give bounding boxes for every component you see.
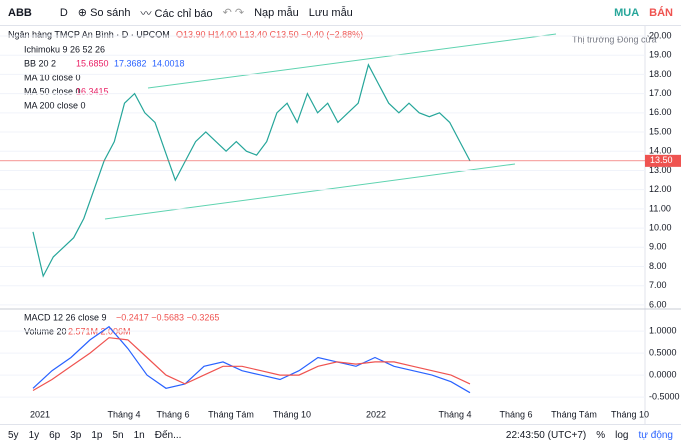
bottom-bar: 5y 1y 6p 3p 1p 5n 1n Đến... 22:43:50 (UTC+7)% log… xyxy=(0,424,681,446)
indicator-name: MA 200 close 0 xyxy=(24,100,86,110)
x-tick-label: 2021 xyxy=(30,409,50,419)
channel-line xyxy=(147,33,557,89)
indicators-label: Các chỉ báo xyxy=(154,7,213,20)
x-tick-label: Tháng 4 xyxy=(438,409,471,419)
channel-line xyxy=(104,163,516,220)
indicator-value: 15.6850 xyxy=(76,58,109,68)
indicator-legend: Ichimoku 9 26 52 26 BB 20 2 15.6850 17.3682… xyxy=(24,44,185,110)
y-tick-label: 13.00 xyxy=(649,165,672,175)
toolbar: ABB D ⊕ So sánh 〰 Các chỉ báo ↶ ↷ Nạp mẫ… xyxy=(0,0,681,26)
indicator-name: MA 50 close 0 xyxy=(24,86,81,96)
x-tick-label: Tháng Tám xyxy=(551,409,597,419)
y-tick-label: 19.00 xyxy=(649,50,672,60)
macd-title: MACD 12 26 close 9 xyxy=(24,312,107,322)
y-tick-label: -0.5000 xyxy=(649,391,680,401)
series-line xyxy=(32,337,471,392)
y-tick-label: 20.00 xyxy=(649,30,672,40)
auto-toggle[interactable]: tự động xyxy=(638,430,674,441)
y-tick-label: 9.00 xyxy=(649,242,667,252)
range-button[interactable]: 3p xyxy=(70,430,82,441)
log-toggle[interactable]: log xyxy=(615,430,629,441)
last-price-box xyxy=(645,154,681,167)
sell[interactable]: BÁN xyxy=(649,6,673,19)
x-tick-label: 2022 xyxy=(366,409,386,419)
range-button[interactable]: Đến... xyxy=(154,430,182,441)
load[interactable]: Nạp mẫu xyxy=(254,6,299,19)
y-tick-label: 10.00 xyxy=(649,222,672,232)
series-line xyxy=(32,63,471,278)
percent-toggle[interactable]: % xyxy=(596,430,606,441)
x-tick-label: Tháng Tám xyxy=(208,409,254,419)
y-tick-label: 6.00 xyxy=(649,299,667,309)
interval[interactable]: D xyxy=(59,6,68,19)
range-button[interactable]: 5y xyxy=(8,430,19,441)
y-tick-label: 17.00 xyxy=(649,88,672,98)
range-button[interactable]: 1p xyxy=(91,430,103,441)
legend-title: Ngân hàng TMCP An Bình · D · UPCOM xyxy=(8,29,170,39)
compare-label: So sánh xyxy=(90,7,131,19)
y-tick-label: 14.00 xyxy=(649,146,672,156)
y-tick-label: 16.00 xyxy=(649,107,672,117)
range-button[interactable]: 5n xyxy=(112,430,124,441)
x-tick-label: Tháng 6 xyxy=(499,409,532,419)
range-button[interactable]: 1n xyxy=(133,430,145,441)
chart: Ngân hàng TMCP An Bình · D · UPCOM O13.9… xyxy=(0,26,681,424)
macd-values: −0.2417 −0.5683 −0.3265 xyxy=(116,312,219,322)
y-tick-label: 7.00 xyxy=(649,280,667,290)
y-tick-label: 0.5000 xyxy=(649,347,677,357)
y-tick-label: 18.00 xyxy=(649,69,672,79)
y-tick-label: 15.00 xyxy=(649,126,672,136)
clock[interactable]: 22:43:50 (UTC+7) xyxy=(505,430,587,441)
x-tick-label: Tháng 10 xyxy=(611,409,649,419)
indicator-value: 17.3682 xyxy=(114,58,147,68)
y-tick-label: 12.00 xyxy=(649,184,672,194)
indicator-name: MA 10 close 0 xyxy=(24,72,81,82)
ohlc: O13.90 H14.00 L13.40 C13.50 −0.40 (−2.88… xyxy=(176,29,363,39)
indicators[interactable]: 〰 Các chỉ báo xyxy=(140,7,213,20)
y-tick-label: 8.00 xyxy=(649,261,667,271)
market-status: Thị trường Đóng cửa xyxy=(572,34,657,44)
symbol[interactable]: ABB xyxy=(8,6,32,19)
compare[interactable]: ⊕ So sánh xyxy=(77,7,131,19)
undo-redo[interactable]: ↶ ↷ xyxy=(222,7,245,19)
save[interactable]: Lưu mẫu xyxy=(308,6,353,19)
buy[interactable]: MUA xyxy=(614,6,640,19)
y-tick-label: 0.0000 xyxy=(649,369,677,379)
series-line xyxy=(32,325,471,394)
indicator-value: 14.0018 xyxy=(152,58,185,68)
range-button[interactable]: 1y xyxy=(28,430,40,441)
last-price-label: 13.50 xyxy=(650,155,673,165)
x-tick-label: Tháng 10 xyxy=(273,409,311,419)
indicator-name: BB 20 2 xyxy=(24,58,56,68)
x-tick-label: Tháng 4 xyxy=(107,409,140,419)
x-tick-label: Tháng 6 xyxy=(156,409,189,419)
range-button[interactable]: 6p xyxy=(49,430,61,441)
indicator-name: Ichimoku 9 26 52 26 xyxy=(24,44,105,54)
indicator-value: 16.3415 xyxy=(76,86,109,96)
y-tick-label: 11.00 xyxy=(649,203,671,213)
y-tick-label: 1.0000 xyxy=(649,325,677,335)
